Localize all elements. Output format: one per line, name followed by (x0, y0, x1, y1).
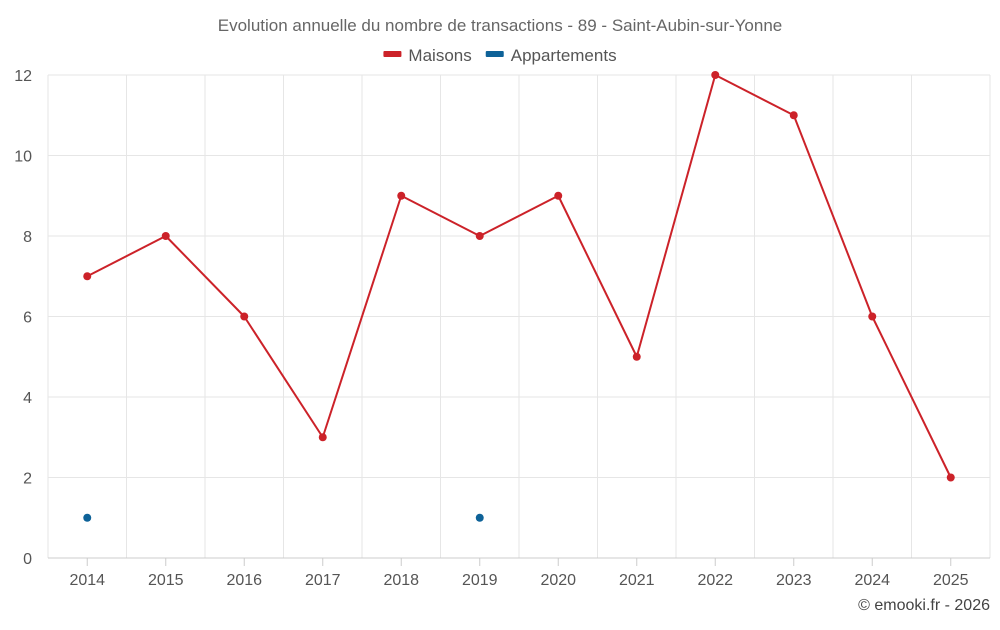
data-point[interactable] (318, 433, 327, 442)
x-tick-label: 2022 (697, 572, 733, 589)
x-tick-label: 2025 (933, 572, 969, 589)
chart-legend: Maisons Appartements (383, 46, 617, 65)
series-line-segment (714, 74, 795, 117)
data-point[interactable] (632, 352, 641, 361)
x-tick-label: 2015 (148, 572, 184, 589)
x-tick-label: 2016 (226, 572, 262, 589)
data-point[interactable] (397, 191, 406, 200)
x-tick-label: 2020 (540, 572, 576, 589)
data-point[interactable] (83, 272, 92, 281)
data-point[interactable] (868, 312, 877, 321)
data-point[interactable] (711, 71, 720, 79)
chart-series (83, 71, 955, 522)
series-maisons (83, 71, 955, 482)
data-point[interactable] (83, 513, 92, 522)
series-line-segment (635, 74, 717, 358)
series-line-segment (400, 194, 481, 237)
data-point[interactable] (946, 473, 955, 482)
y-tick-label: 0 (23, 551, 32, 568)
legend-swatch (485, 51, 504, 57)
x-tick-label: 2017 (305, 572, 341, 589)
legend-label: Appartements (511, 46, 617, 65)
y-tick-label: 2 (23, 471, 32, 488)
series-line-segment (243, 315, 324, 438)
x-tick-label: 2019 (462, 572, 498, 589)
data-point[interactable] (240, 312, 249, 321)
legend-label: Maisons (408, 46, 471, 65)
y-tick-label: 12 (14, 68, 32, 85)
x-tick-label: 2021 (619, 572, 655, 589)
series-line-segment (479, 194, 559, 237)
series-line-segment (86, 235, 167, 278)
data-point[interactable] (475, 513, 484, 522)
series-line-segment (557, 195, 638, 358)
x-tick-label: 2014 (69, 572, 105, 589)
chart-grid (47, 74, 991, 558)
series-line-segment (792, 114, 874, 317)
y-tick-label: 6 (23, 310, 32, 327)
y-tick-label: 8 (23, 229, 32, 246)
series-appartements (83, 513, 484, 522)
data-point[interactable] (554, 191, 563, 200)
series-line-segment (871, 316, 952, 478)
x-tick-label: 2023 (776, 572, 812, 589)
y-tick-label: 10 (14, 149, 32, 166)
legend-item-appartements[interactable]: Appartements (485, 46, 617, 65)
y-tick-label: 4 (23, 390, 32, 407)
series-line-segment (321, 195, 403, 438)
x-tick-label: 2018 (383, 572, 419, 589)
copyright-text: © emooki.fr - 2026 (858, 597, 990, 614)
data-point[interactable] (161, 232, 170, 240)
legend-swatch (383, 51, 402, 57)
chart-axes: 0 2 4 6 8 10 12 2014 2015 2016 2017 2018 2019 2020 202… (14, 68, 990, 589)
series-line-segment (165, 235, 245, 318)
legend-item-maisons[interactable]: Maisons (383, 46, 472, 65)
data-point[interactable] (475, 232, 484, 240)
chart-title: Evolution annuelle du nombre de transact… (218, 16, 783, 35)
x-tick-label: 2024 (854, 572, 890, 589)
data-point[interactable] (789, 111, 798, 120)
